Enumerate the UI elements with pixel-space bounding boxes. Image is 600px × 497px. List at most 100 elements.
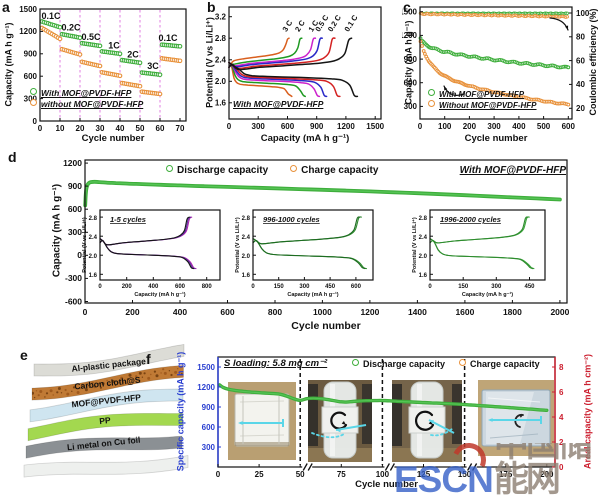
- svg-text:3.2: 3.2: [215, 13, 227, 22]
- without-mof-marker-icon: [30, 99, 37, 106]
- svg-text:1C: 1C: [108, 41, 120, 51]
- svg-text:600: 600: [562, 122, 576, 131]
- svg-text:0: 0: [33, 117, 38, 126]
- svg-text:450: 450: [524, 284, 535, 290]
- panel-c-legend: With MOF@PVDF-HFP Without MOF@PVDF-HFP: [428, 89, 537, 111]
- svg-text:600: 600: [175, 284, 186, 290]
- panel-c-chart: 0 100 200 300 400 500 600 300 600 900 1200 1500 20 40…: [402, 6, 590, 131]
- panel-a-label: a: [2, 0, 10, 15]
- rate-curve-1C: [228, 37, 321, 98]
- panel-f-ylabel-right: Areal capacity (mA h cm⁻²): [582, 354, 593, 469]
- cell-layer-bottom-package: [23, 455, 189, 478]
- flat-pouch-cell-after-bending: [478, 380, 554, 456]
- svg-text:800: 800: [268, 307, 282, 317]
- pouch-cell-bent-on-bottle-2: [392, 380, 462, 462]
- discharge-capacity-series: [83, 179, 562, 208]
- svg-text:1600: 1600: [455, 307, 474, 317]
- svg-text:300: 300: [24, 94, 38, 103]
- svg-text:100: 100: [438, 122, 452, 131]
- pouch-cell-schematic: Li metal on Cu foilPPMOF@PVDF-HFPCarbon …: [23, 344, 189, 478]
- svg-text:60: 60: [576, 56, 585, 65]
- svg-text:1.6: 1.6: [242, 273, 251, 279]
- capacity-series-1: [418, 39, 571, 107]
- svg-text:900: 900: [24, 50, 38, 59]
- legend-item-discharge: Discharge capacity: [352, 359, 445, 370]
- panel-a-chart: 0.1C0.2C0.5C1C2C3C0.1C010203040506070030…: [19, 5, 187, 133]
- legend-item-charge: Charge capacity: [290, 165, 378, 176]
- panel-b-label: b: [207, 0, 216, 15]
- pouch-cell-bent-on-bottle: [308, 380, 372, 462]
- cell-layer-PP: PP: [27, 413, 183, 442]
- svg-text:400: 400: [512, 122, 526, 131]
- svg-text:600: 600: [202, 423, 216, 432]
- legend-label: without MOF@PVDF-HFP: [41, 99, 144, 109]
- rate-curve-0.1C: [228, 37, 359, 98]
- svg-text:2.4: 2.4: [89, 235, 98, 241]
- legend-item-without-mof: without MOF@PVDF-HFP: [30, 99, 143, 110]
- svg-text:0: 0: [77, 250, 82, 260]
- svg-text:0.1C: 0.1C: [158, 33, 178, 43]
- legend-item-charge: Charge capacity: [459, 359, 540, 370]
- legend-item-discharge: Discharge capacity: [166, 165, 268, 176]
- svg-text:0: 0: [559, 463, 564, 472]
- svg-text:125: 125: [417, 470, 431, 479]
- svg-text:150: 150: [274, 284, 285, 290]
- legend-label: Discharge capacity: [363, 359, 446, 369]
- svg-text:300: 300: [252, 122, 266, 131]
- svg-text:1500: 1500: [366, 122, 384, 131]
- svg-text:175: 175: [499, 470, 513, 479]
- svg-text:1800: 1800: [503, 307, 522, 317]
- panel-a-xlabel: Cycle number: [81, 133, 145, 144]
- svg-text:600: 600: [404, 79, 418, 88]
- svg-text:3 C: 3 C: [280, 18, 294, 33]
- svg-text:70: 70: [176, 124, 185, 133]
- panel-d-label: d: [8, 149, 17, 165]
- charge-marker-icon: [290, 165, 298, 172]
- svg-text:600: 600: [68, 204, 82, 214]
- svg-text:1500: 1500: [402, 8, 418, 17]
- svg-text:1200: 1200: [197, 383, 215, 392]
- svg-text:300: 300: [491, 284, 502, 290]
- svg-text:75: 75: [337, 470, 346, 479]
- panel-d-ylabel: Capacity (mA h g⁻¹): [51, 183, 63, 278]
- discharge-marker-icon: [166, 165, 173, 172]
- svg-text:900: 900: [310, 122, 324, 131]
- svg-text:0: 0: [98, 284, 102, 290]
- svg-text:2 C: 2 C: [293, 18, 307, 33]
- capacity-series-0: [418, 36, 571, 70]
- legend-label: Without MOF@PVDF-HFP: [439, 101, 537, 110]
- svg-text:6: 6: [559, 388, 564, 397]
- svg-text:1200: 1200: [360, 307, 379, 317]
- rate-series-0: [39, 19, 183, 78]
- panel-d-chart: 0 200 400 600 800 1000 1200 1400 1600 1800 2000-60…: [63, 158, 570, 317]
- rate-curve-2C: [228, 37, 306, 98]
- panel-d-xlabel: Cycle number: [291, 320, 361, 332]
- svg-text:25: 25: [255, 470, 264, 479]
- with-mof-marker-icon: [428, 89, 435, 96]
- svg-text:1.6: 1.6: [89, 273, 98, 279]
- svg-text:80: 80: [576, 33, 585, 42]
- svg-text:100: 100: [376, 470, 390, 479]
- ce-series-1: [418, 11, 569, 19]
- legend-label: Discharge capacity: [177, 165, 269, 176]
- svg-text:1400: 1400: [408, 307, 427, 317]
- discharge-marker-icon: [352, 359, 359, 366]
- svg-text:400: 400: [173, 307, 187, 317]
- svg-text:300: 300: [487, 122, 501, 131]
- cell-layer-Li metal on Cu foil: Li metal on Cu foil: [25, 435, 183, 459]
- svg-text:20: 20: [76, 124, 85, 133]
- svg-text:2C: 2C: [127, 50, 139, 60]
- svg-text:0: 0: [418, 122, 423, 131]
- svg-text:1.6: 1.6: [419, 273, 428, 279]
- panel-f-ylabel-left: Specific capacity (mA h g⁻¹): [175, 351, 186, 472]
- panel-e-label: e: [20, 347, 28, 363]
- svg-text:2.8: 2.8: [215, 34, 227, 43]
- svg-text:450: 450: [325, 284, 336, 290]
- svg-text:0: 0: [251, 284, 255, 290]
- svg-text:0.1 C: 0.1 C: [342, 13, 359, 33]
- panel-c-ylabel-left: Capacity (mA h g⁻¹): [403, 20, 414, 105]
- panel-a-ylabel: Capacity (mA h g⁻¹): [3, 22, 14, 107]
- svg-text:2.0: 2.0: [89, 254, 98, 260]
- svg-text:0.1C: 0.1C: [41, 11, 61, 21]
